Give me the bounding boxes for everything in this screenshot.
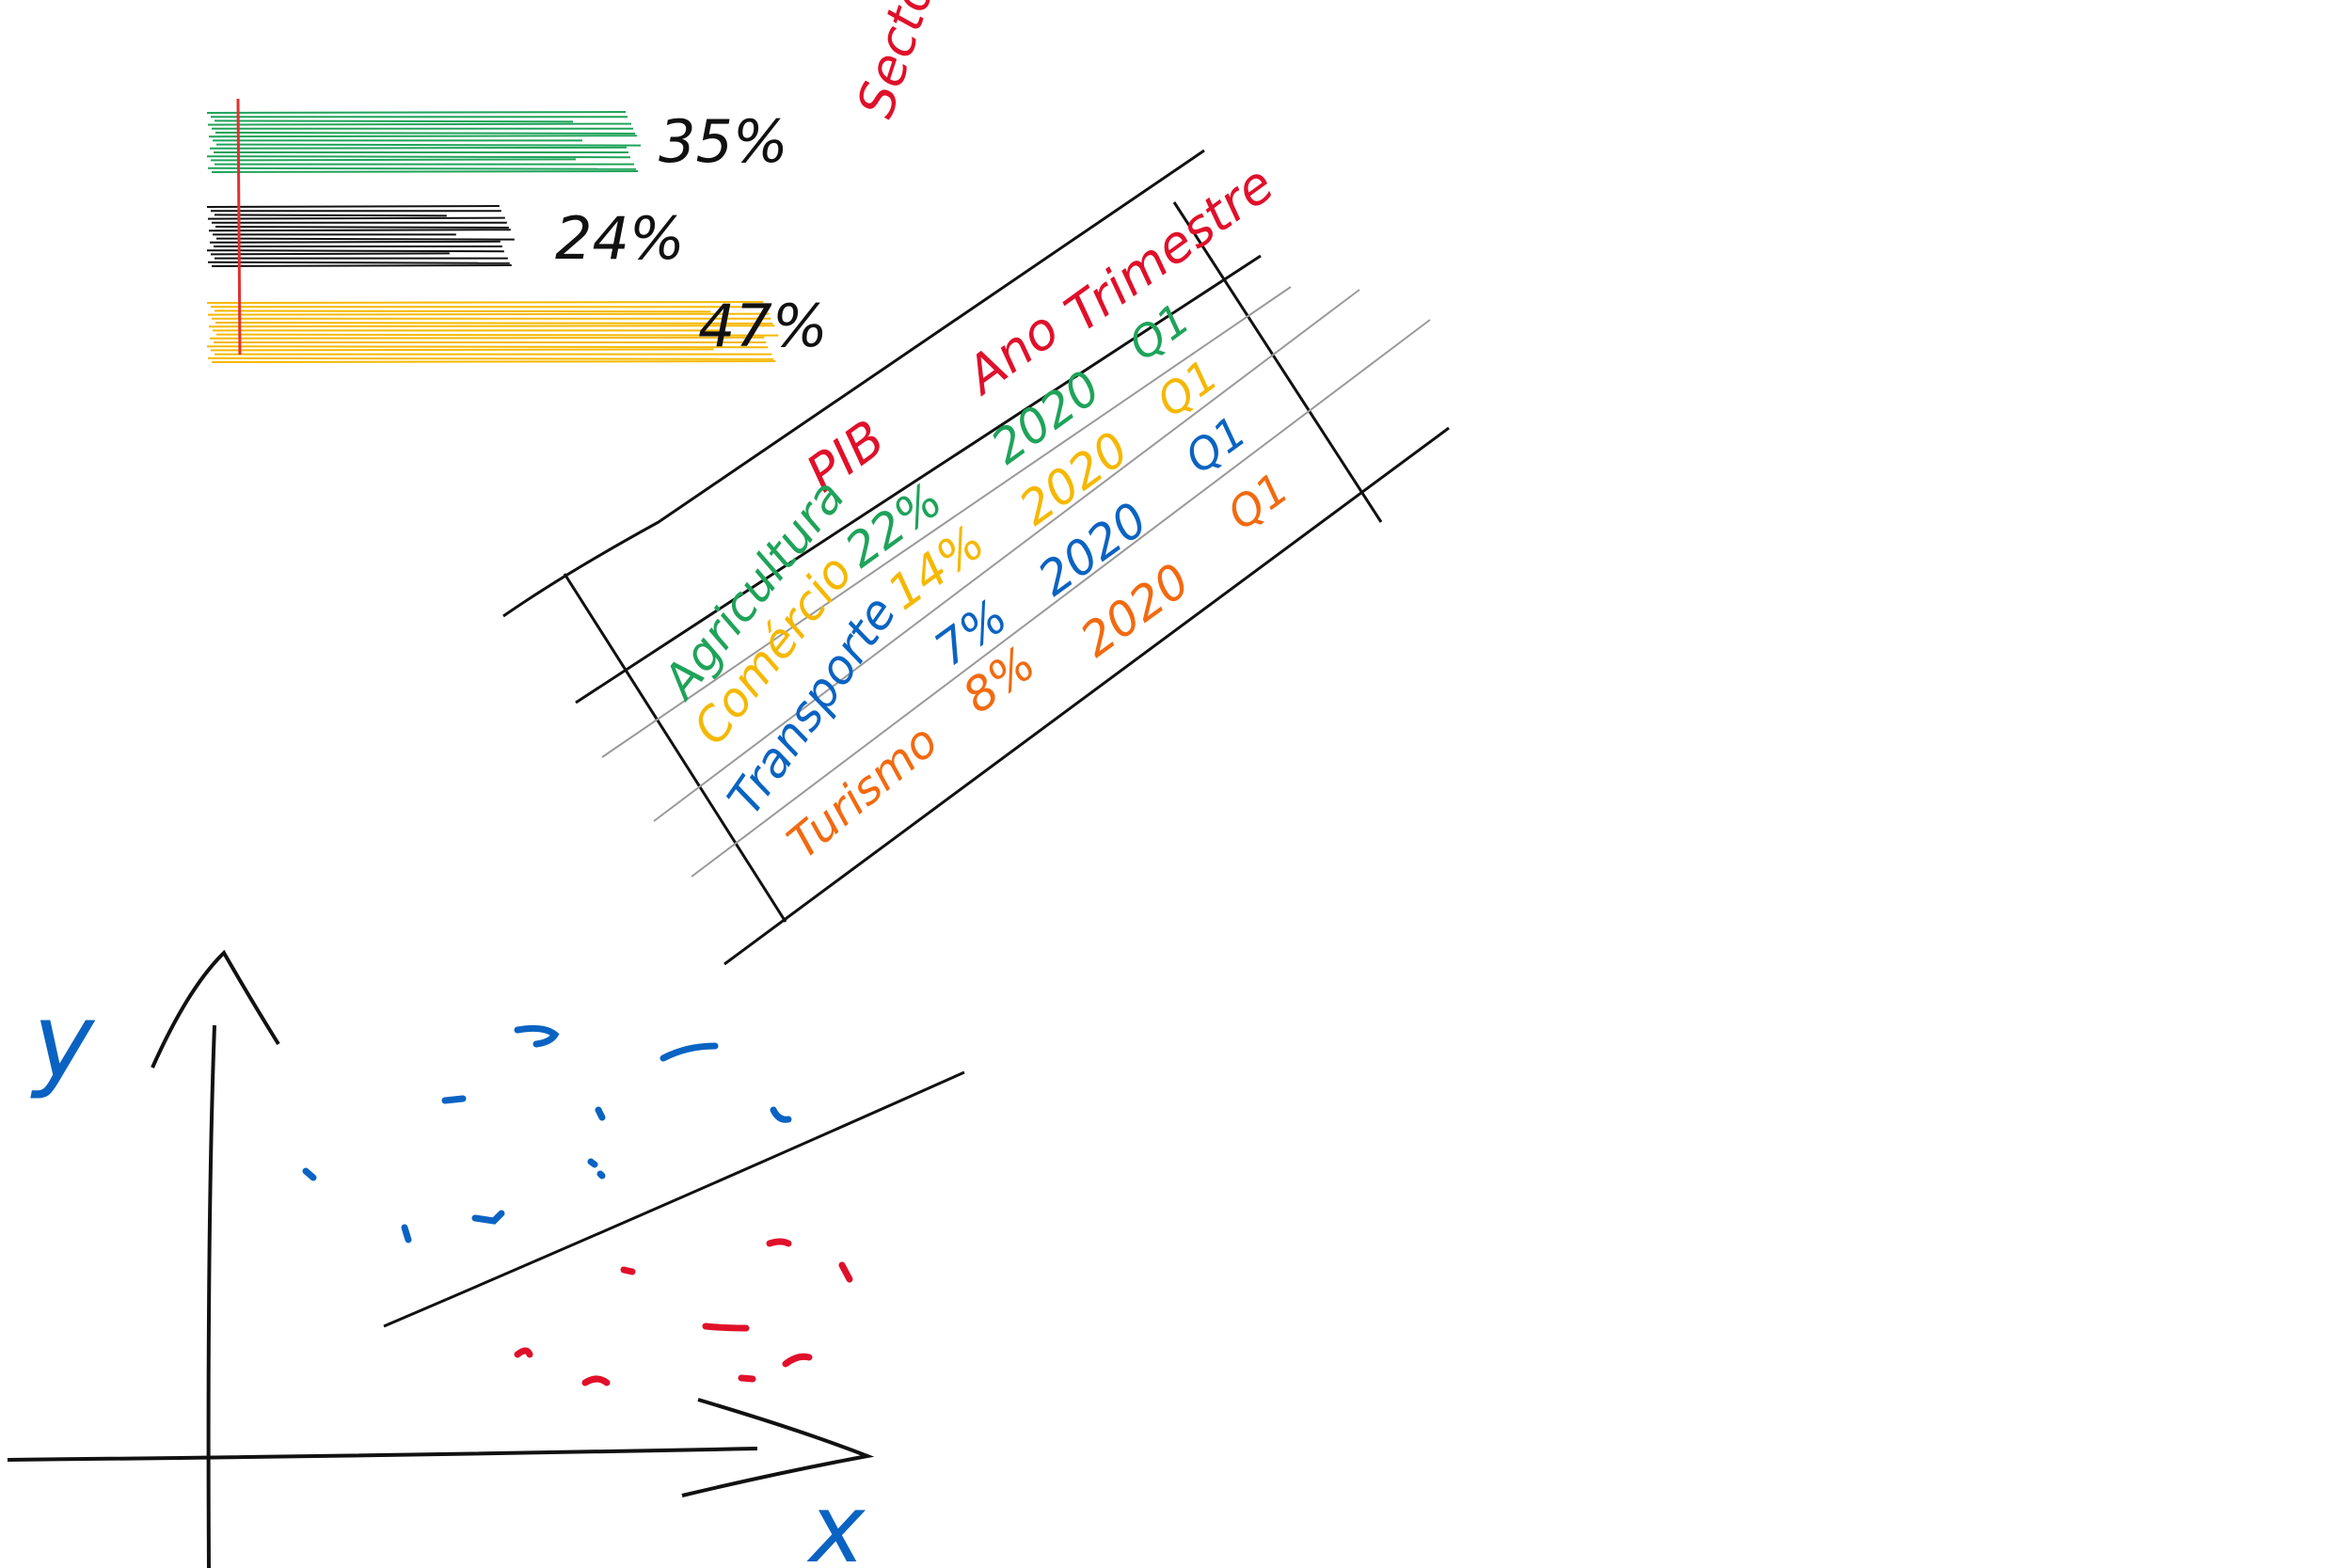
bar-stroke	[214, 309, 711, 313]
bar-green	[206, 111, 642, 173]
bar-stroke	[210, 348, 714, 352]
table-right-border	[1172, 201, 1383, 523]
bar-stroke	[208, 325, 775, 328]
bar-label-black: 24%	[555, 204, 685, 273]
bar-stroke	[209, 146, 628, 150]
bar-stroke	[206, 249, 504, 253]
bar-stroke	[214, 214, 447, 217]
blue-point	[595, 1106, 606, 1121]
bar-stroke	[211, 264, 512, 267]
red-point	[514, 1347, 533, 1358]
x-axis-label: x	[806, 1474, 866, 1568]
bar-black	[206, 205, 515, 267]
blue-point	[660, 1042, 719, 1062]
y-axis-arrow	[151, 949, 280, 1069]
table-left-border	[563, 573, 787, 923]
bar-stroke	[215, 132, 636, 135]
x-axis-arrow	[681, 1398, 875, 1497]
bar-stroke	[207, 166, 637, 170]
bar-stroke	[206, 205, 500, 208]
bar-stroke	[207, 122, 632, 126]
blue-point	[471, 1210, 505, 1225]
decision-boundary	[383, 1070, 965, 1328]
red-point	[838, 1261, 853, 1283]
table-top-line	[502, 149, 1205, 618]
bar-label-green: 35%	[659, 107, 788, 176]
bar-baseline	[236, 98, 242, 356]
header-sector: Sector	[846, 0, 953, 124]
bar-stroke	[215, 226, 509, 229]
row-divider-3	[691, 319, 1431, 878]
bar-stroke	[208, 135, 638, 138]
row-divider-2	[653, 289, 1360, 822]
bar-stroke	[215, 143, 642, 147]
y-axis-label: y	[30, 981, 96, 1101]
blue-point	[514, 1024, 560, 1048]
bar-stroke	[214, 119, 574, 123]
red-point	[702, 1323, 750, 1332]
bar-stroke	[215, 333, 779, 337]
bar-stroke	[210, 252, 450, 256]
bar-stroke	[207, 261, 510, 264]
bar-stroke	[207, 312, 770, 316]
bar-stroke	[207, 216, 505, 220]
table-header-line	[575, 254, 1262, 705]
bar-stroke	[206, 155, 631, 159]
y-axis	[206, 1024, 216, 1568]
bar-stroke	[215, 237, 515, 241]
bar-chart-sketch: 35% 24% 47%	[206, 98, 828, 363]
blue-point	[587, 1158, 606, 1180]
red-point	[581, 1375, 611, 1386]
blue-point	[401, 1224, 412, 1243]
bar-stroke	[206, 345, 769, 349]
bar-stroke	[215, 322, 773, 325]
bar-stroke	[206, 111, 627, 114]
cell-trim-3: Q1	[1218, 463, 1298, 540]
scatter-sketch: y x	[7, 949, 965, 1568]
blue-point	[441, 1095, 467, 1104]
row-divider-1	[601, 286, 1292, 758]
blue-point	[302, 1167, 317, 1181]
bars-group	[206, 111, 779, 363]
bar-stroke	[211, 360, 776, 363]
table-bottom-line	[723, 426, 1450, 966]
x-axis	[7, 1447, 758, 1462]
red-points	[514, 1238, 853, 1386]
bar-yellow	[206, 301, 779, 363]
bar-stroke	[209, 240, 501, 244]
bar-stroke	[210, 158, 577, 162]
table-sketch: Sector PIB Ano Trimestre Agricultura 22%…	[502, 0, 1450, 966]
bar-stroke	[206, 301, 764, 304]
bar-label-yellow: 47%	[698, 292, 828, 360]
bar-stroke	[211, 170, 639, 173]
red-point	[766, 1238, 792, 1247]
blue-point	[770, 1106, 792, 1123]
blue-points	[302, 1024, 792, 1243]
red-point	[782, 1353, 813, 1368]
red-point	[738, 1374, 756, 1383]
red-point	[620, 1266, 636, 1275]
bar-stroke	[209, 336, 765, 340]
bar-stroke	[207, 356, 774, 360]
